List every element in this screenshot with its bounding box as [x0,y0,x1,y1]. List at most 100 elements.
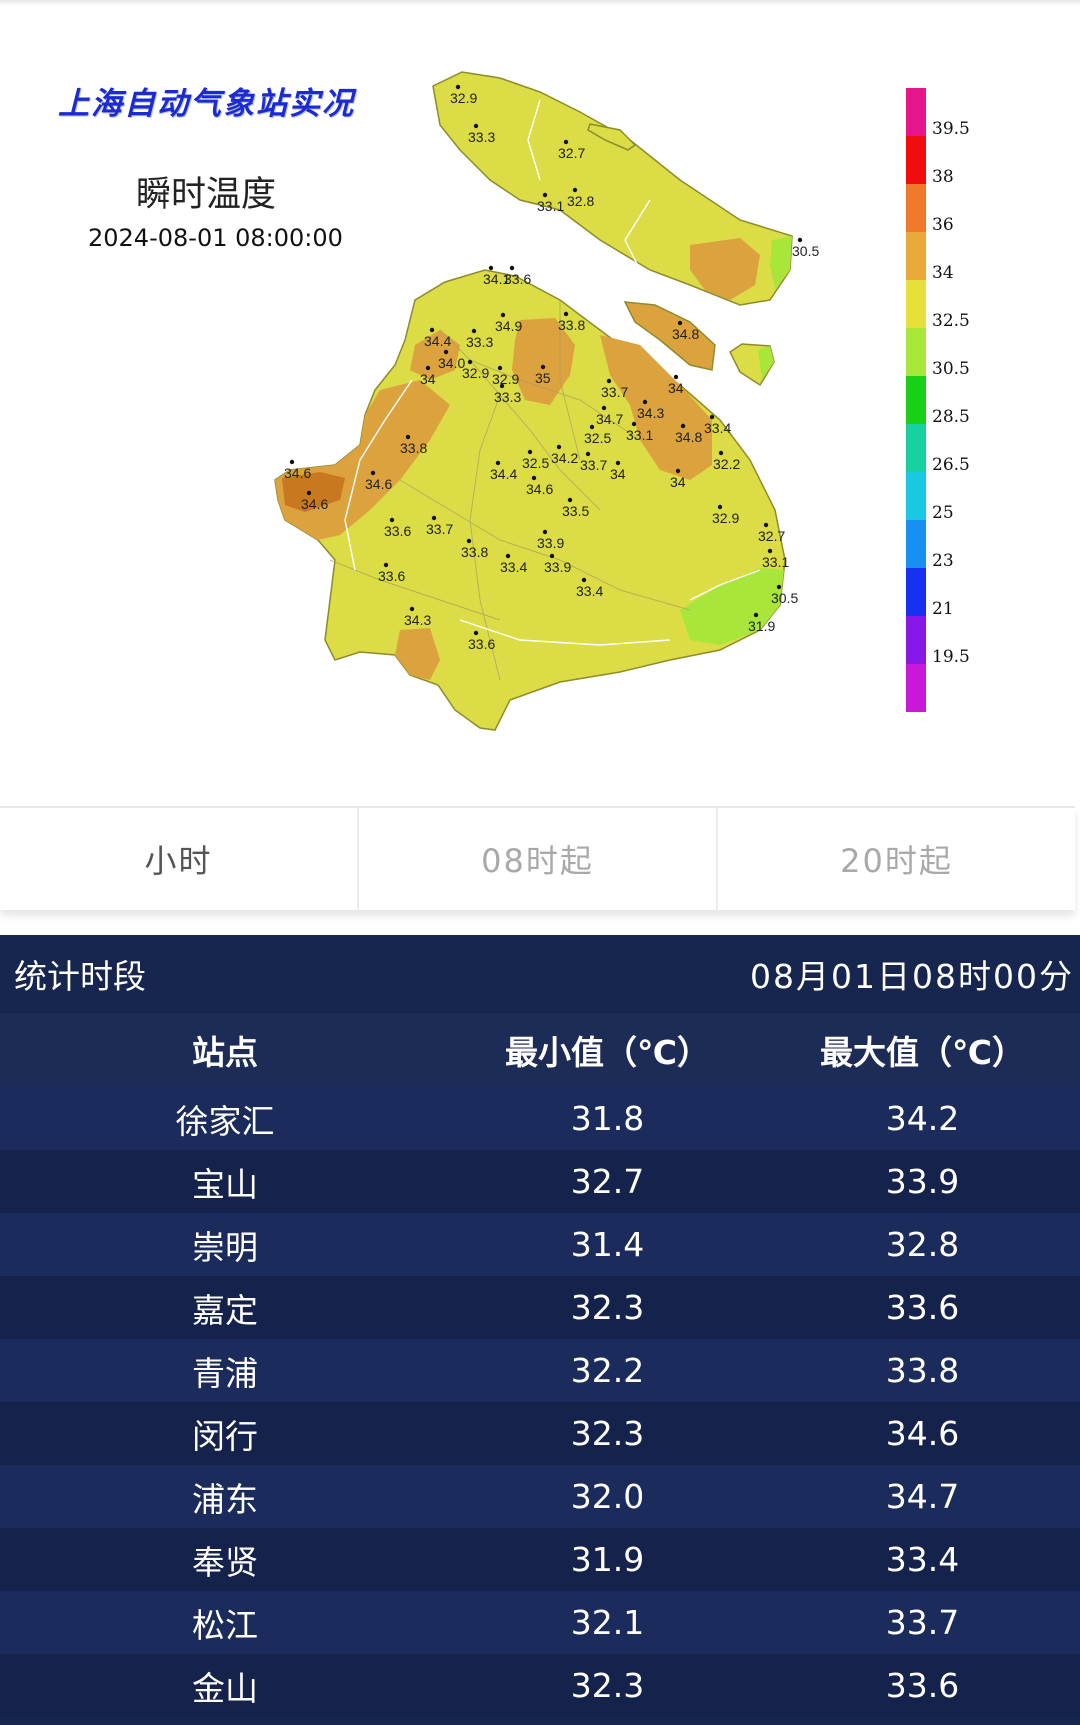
station-temperature-label: 33.6 [504,271,531,287]
station-dot [499,383,505,389]
station-dot [585,451,591,457]
station-temperature-label: 34.9 [495,318,522,334]
tab-from-20[interactable]: 20时起 [840,842,953,880]
station-dot [709,414,715,420]
station-temperature-label: 34 [420,371,436,387]
station-dot [763,522,769,528]
station-dot [581,577,587,583]
legend-label: 32.5 [932,311,970,331]
max-value: 33.7 [885,1603,960,1642]
legend-swatch [906,136,926,184]
station-dot [680,423,686,429]
station-temperature-label: 34.6 [301,496,328,512]
station-temperature-label: 34.3 [637,405,664,421]
hengsha-cool-zone [758,346,774,380]
northwest-warm-zone [410,330,460,380]
isotherm-lines [344,99,761,646]
station-dot [718,450,724,456]
station-temperature-label: 33.9 [544,559,571,575]
station-name: 嘉定 [192,1290,258,1330]
station-temperature-label: 34 [610,466,626,482]
tab-from-08[interactable]: 08时起 [359,808,718,910]
legend-swatch [906,424,926,472]
station-dot [443,349,449,355]
station-temperature-label: 33.8 [400,440,427,456]
header-max: 最大值（℃） [820,1033,1025,1072]
legend-swatch [906,520,926,568]
min-value: 31.9 [570,1540,645,1579]
station-dot [495,460,501,466]
station-temperature-label: 33.6 [468,636,495,652]
station-temperature-label: 34.8 [675,429,702,445]
station-dot [673,374,679,380]
station-name: 徐家汇 [175,1101,275,1141]
station-temperature-label: 33.6 [384,523,411,539]
legend-swatch [906,328,926,376]
map-title: 上海自动气象站实况 [58,86,355,122]
legend-label: 36 [932,215,954,235]
min-value: 32.3 [570,1414,645,1453]
station-dot [505,553,511,559]
station-dot [473,630,479,636]
max-value: 34.2 [885,1099,960,1138]
southeast-cool-zone [680,568,784,645]
station-dot [540,364,546,370]
table-row: 崇明 31.4 32.8 [0,1213,1080,1276]
legend-swatch [906,184,926,232]
station-dot [549,553,555,559]
station-dot [556,444,562,450]
max-value: 34.7 [885,1477,960,1516]
station-dot [466,538,472,544]
sliver-island [587,123,637,151]
station-dot [471,328,477,334]
station-temperature-label: 33.8 [461,544,488,560]
southwest-warm-zone [395,628,440,680]
station-temperature-label: 33.4 [576,583,603,599]
station-temperature-label: 33.1 [626,427,653,443]
period-label: 统计时段 [14,957,146,996]
station-temperature-label: 33.9 [537,535,564,551]
station-dot [527,449,533,455]
station-dot [488,265,494,271]
legend-label: 21 [932,599,954,619]
max-value: 33.6 [885,1666,960,1705]
station-dot [567,497,573,503]
time-range-tabs: 小时 08时起 20时起 [0,806,1075,910]
station-name: 奉贤 [192,1542,258,1582]
station-dot [572,187,578,193]
min-value: 32.3 [570,1288,645,1327]
temperature-legend: 39.5 38 36 34 32.5 30.5 28.5 26.5 25 23 21 19.5 [906,88,970,712]
station-temperature-label: 32.9 [492,371,519,387]
station-dot [306,490,312,496]
table-row: 浦东 32.0 34.7 [0,1465,1080,1528]
station-temperature-label: 33.3 [466,334,493,350]
station-dot [767,548,773,554]
station-name: 青浦 [192,1353,258,1393]
table-row: 奉贤 31.9 33.4 [0,1528,1080,1591]
station-dot [776,584,782,590]
station-name: 宝山 [192,1164,258,1204]
min-value: 32.7 [570,1162,645,1201]
station-temperature-label: 32.8 [567,193,594,209]
station-temperature-label: 32.7 [558,145,585,161]
station-dot [631,421,637,427]
tab-hourly[interactable]: 小时 [0,808,359,910]
station-temperature-label: 32.9 [462,365,489,381]
legend-label: 39.5 [932,119,970,139]
station-temperature-label: 34.3 [404,612,431,628]
central-warm-zone [512,318,575,405]
station-temperature-label: 31.9 [748,618,775,634]
station-dot [409,606,415,612]
station-dot [753,612,759,618]
legend-swatch [906,232,926,280]
station-dot [675,468,681,474]
east-warm-zone [600,335,712,480]
legend-label: 30.5 [932,359,970,379]
chongming-cool-zone [770,236,792,290]
station-temperature-label: 34 [668,380,684,396]
map-datetime: 2024-08-01 08:00:00 [88,224,343,252]
station-dot [797,237,803,243]
station-name: 浦东 [192,1479,258,1519]
station-temperature-label: 32.5 [522,455,549,471]
station-dot [289,459,295,465]
